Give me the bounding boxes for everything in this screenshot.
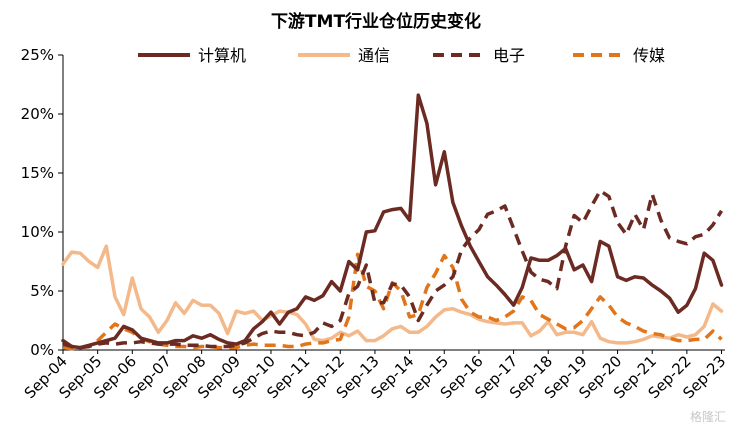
y-tick-label: 5% [30,282,54,300]
legend-label: 通信 [358,46,390,65]
series-line-3 [62,188,723,350]
legend-label: 电子 [493,46,525,65]
watermark: 格隆汇 [690,409,726,424]
y-tick-label: 0% [30,341,54,359]
chart-title: 下游TMT行业仓位历史变化 [271,11,481,32]
series-lines [61,93,724,351]
y-tick-label: 15% [21,164,54,182]
x-ticks: Sep-04Sep-05Sep-06Sep-07Sep-08Sep-09Sep-… [21,350,729,402]
axes [62,55,725,351]
series-line-4 [62,252,723,351]
legend-label: 传媒 [633,46,665,65]
series-line-1 [61,93,724,350]
y-tick-label: 20% [21,105,54,123]
legend-label: 计算机 [198,46,246,65]
y-tick-label: 10% [21,223,54,241]
legend: 计算机 通信 电子 传媒 [138,46,665,65]
series-line-2 [61,244,724,345]
y-ticks: 0% 5% 10% 15% 20% 25% [21,46,63,359]
y-tick-label: 25% [21,46,54,64]
